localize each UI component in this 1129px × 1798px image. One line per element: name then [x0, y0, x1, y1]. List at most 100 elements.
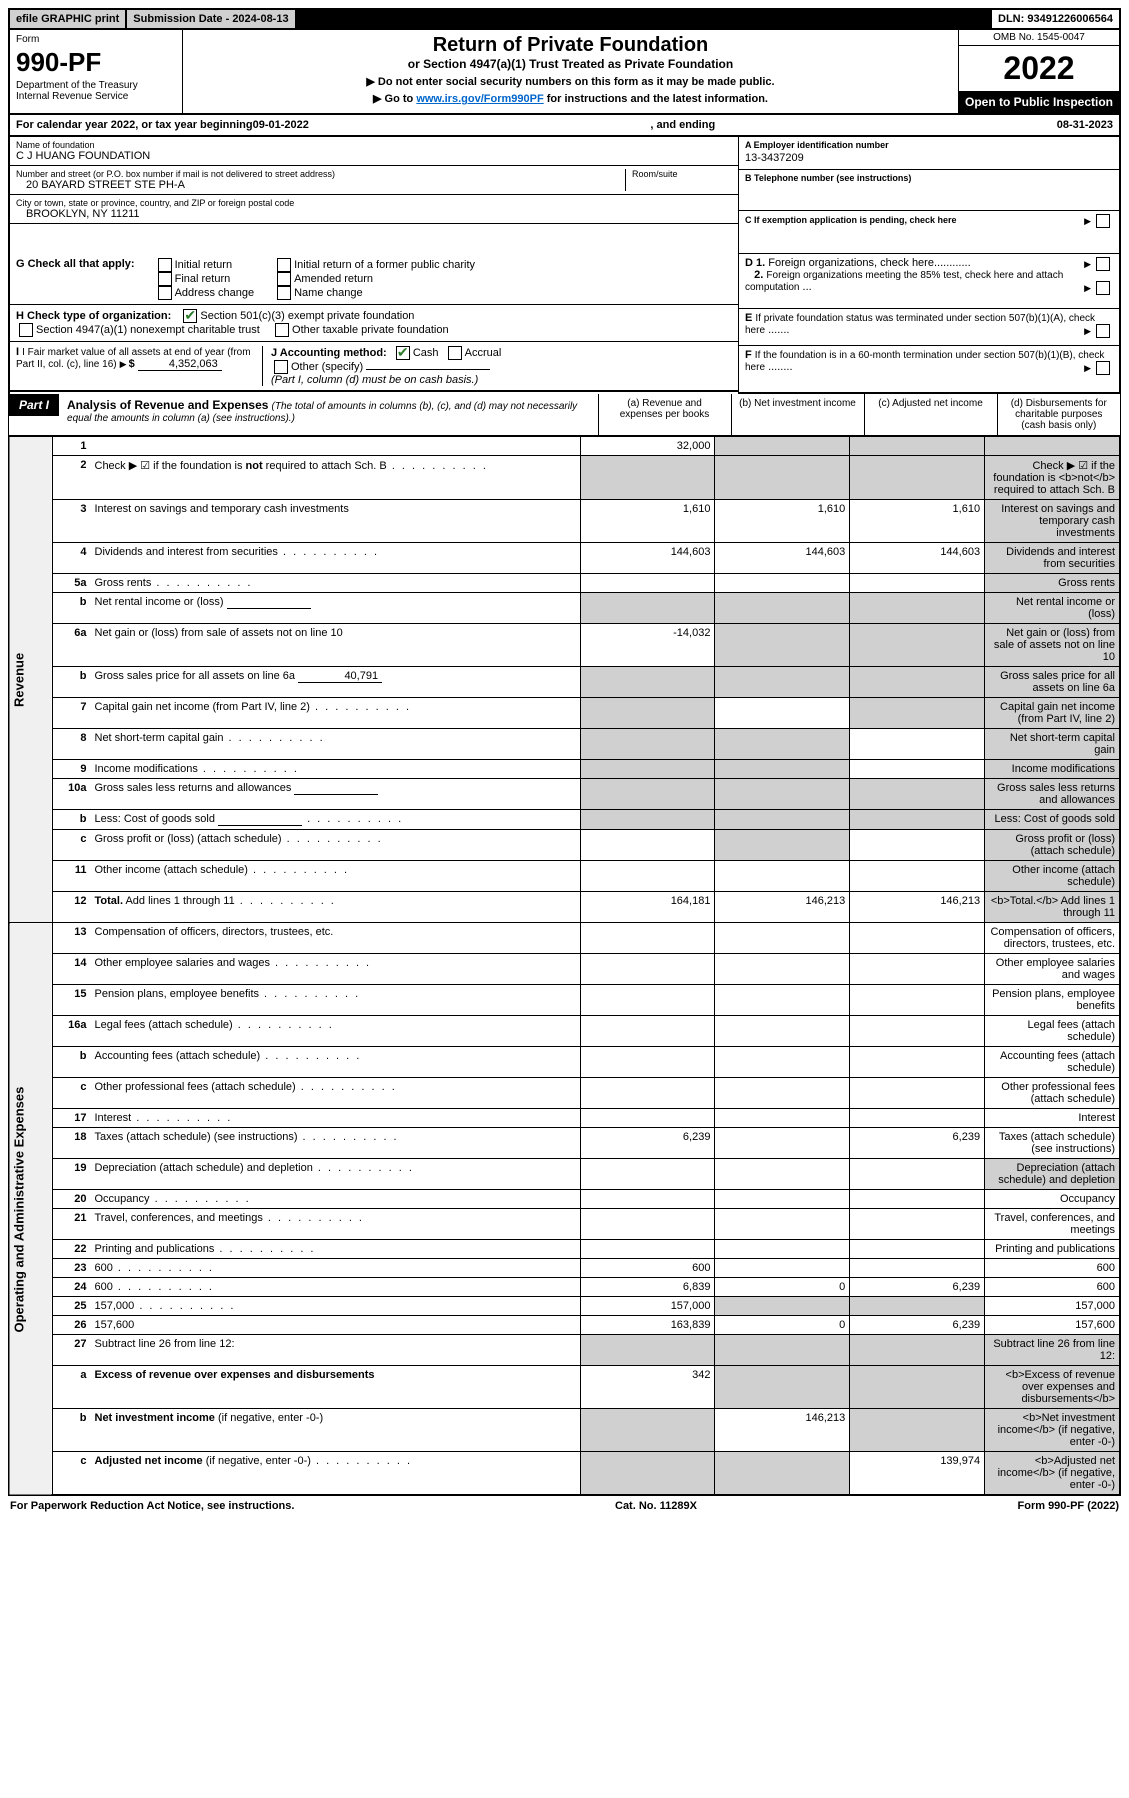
cell-c [850, 437, 985, 456]
f-checkbox[interactable] [1096, 361, 1110, 375]
j-other-checkbox[interactable] [274, 360, 288, 374]
cell-d: Pension plans, employee benefits [985, 985, 1120, 1016]
g-name-checkbox[interactable] [277, 286, 291, 300]
cell-b [715, 1128, 850, 1159]
foundation-name: C J HUANG FOUNDATION [16, 150, 732, 162]
cell-b [715, 1016, 850, 1047]
cell-b: 0 [715, 1278, 850, 1297]
top-bar: efile GRAPHIC print Submission Date - 20… [8, 8, 1121, 30]
g-amended-checkbox[interactable] [277, 272, 291, 286]
table-row: 27Subtract line 26 from line 12:Subtract… [9, 1335, 1120, 1366]
cell-a [580, 574, 715, 593]
cell-d: Travel, conferences, and meetings [985, 1209, 1120, 1240]
cell-b [715, 830, 850, 861]
header-center: Return of Private Foundation or Section … [183, 30, 958, 113]
g-address-checkbox[interactable] [158, 286, 172, 300]
form-subtitle: or Section 4947(a)(1) Trust Treated as P… [193, 57, 948, 71]
table-row: 5aGross rentsGross rents [9, 574, 1120, 593]
cell-c [850, 698, 985, 729]
cell-d: Net rental income or (loss) [985, 593, 1120, 624]
cell-c [850, 1240, 985, 1259]
j-cash-checkbox[interactable] [396, 346, 410, 360]
line-description: Gross profit or (loss) (attach schedule) [91, 830, 581, 861]
e-checkbox[interactable] [1096, 324, 1110, 338]
cell-b [715, 1047, 850, 1078]
cell-a [580, 729, 715, 760]
line-number: 19 [52, 1159, 90, 1190]
table-row: 14Other employee salaries and wagesOther… [9, 954, 1120, 985]
line-number: b [52, 1409, 90, 1452]
cell-b: 146,213 [715, 1409, 850, 1452]
cell-a [580, 810, 715, 830]
cell-c [850, 954, 985, 985]
g-initial-checkbox[interactable] [158, 258, 172, 272]
line-description: Legal fees (attach schedule) [91, 1016, 581, 1047]
side-label: Revenue [9, 437, 52, 923]
cell-a [580, 1209, 715, 1240]
year-begin: 09-01-2022 [253, 119, 309, 131]
table-row: 18Taxes (attach schedule) (see instructi… [9, 1128, 1120, 1159]
line-description: Total. Add lines 1 through 11 [91, 892, 581, 923]
table-row: 12Total. Add lines 1 through 11164,18114… [9, 892, 1120, 923]
ein-value: 13-3437209 [745, 150, 1113, 166]
col-b: (b) Net investment income [731, 394, 864, 435]
submission-date: Submission Date - 2024-08-13 [127, 10, 294, 28]
d2-label: Foreign organizations meeting the 85% te… [745, 270, 1063, 293]
cell-d: 600 [985, 1278, 1120, 1297]
g-final-checkbox[interactable] [158, 272, 172, 286]
tax-year: 2022 [959, 46, 1119, 91]
cell-c: 1,610 [850, 500, 985, 543]
cell-a [580, 593, 715, 624]
line-number: 10a [52, 779, 90, 810]
cell-d: Less: Cost of goods sold [985, 810, 1120, 830]
line-number: c [52, 830, 90, 861]
col-a: (a) Revenue and expenses per books [598, 394, 731, 435]
line-number: b [52, 667, 90, 698]
cell-c [850, 667, 985, 698]
h-other-checkbox[interactable] [275, 323, 289, 337]
cell-c [850, 1297, 985, 1316]
cell-b [715, 985, 850, 1016]
table-row: 2Check ▶ ☑ if the foundation is not requ… [9, 456, 1120, 500]
f-label: If the foundation is in a 60-month termi… [745, 350, 1104, 373]
cell-b: 0 [715, 1316, 850, 1335]
h-4947-checkbox[interactable] [19, 323, 33, 337]
g-initial-former-checkbox[interactable] [277, 258, 291, 272]
cell-a: 157,000 [580, 1297, 715, 1316]
line-description: Subtract line 26 from line 12: [91, 1335, 581, 1366]
section-i-j: I I Fair market value of all assets at e… [10, 342, 738, 392]
cell-b [715, 456, 850, 500]
d1-checkbox[interactable] [1096, 257, 1110, 271]
cell-b [715, 1078, 850, 1109]
line-number: a [52, 1366, 90, 1409]
line-description: 157,600 [91, 1316, 581, 1335]
line-number: 2 [52, 456, 90, 500]
table-row: bAccounting fees (attach schedule)Accoun… [9, 1047, 1120, 1078]
form-header: Form 990-PF Department of the TreasuryIn… [8, 30, 1121, 115]
cell-d: Taxes (attach schedule) (see instruction… [985, 1128, 1120, 1159]
cell-a: 144,603 [580, 543, 715, 574]
line-description: Less: Cost of goods sold [91, 810, 581, 830]
cell-d: 157,600 [985, 1316, 1120, 1335]
h-501c3-checkbox[interactable] [183, 309, 197, 323]
j-accrual-checkbox[interactable] [448, 346, 462, 360]
line-description: Capital gain net income (from Part IV, l… [91, 698, 581, 729]
cell-b [715, 1190, 850, 1209]
d2-checkbox[interactable] [1096, 281, 1110, 295]
line-description: Interest [91, 1109, 581, 1128]
line-description: Accounting fees (attach schedule) [91, 1047, 581, 1078]
line-number: 24 [52, 1278, 90, 1297]
cell-c [850, 985, 985, 1016]
table-row: 9Income modificationsIncome modification… [9, 760, 1120, 779]
form-number: 990-PF [16, 47, 176, 78]
table-row: 10aGross sales less returns and allowanc… [9, 779, 1120, 810]
cell-b [715, 1452, 850, 1496]
table-row: 21Travel, conferences, and meetingsTrave… [9, 1209, 1120, 1240]
irs-link[interactable]: www.irs.gov/Form990PF [416, 93, 543, 105]
table-row: 4Dividends and interest from securities1… [9, 543, 1120, 574]
line-number: 11 [52, 861, 90, 892]
line-description: Taxes (attach schedule) (see instruction… [91, 1128, 581, 1159]
c-checkbox[interactable] [1096, 214, 1110, 228]
line-number: 1 [52, 437, 90, 456]
line-description: Income modifications [91, 760, 581, 779]
